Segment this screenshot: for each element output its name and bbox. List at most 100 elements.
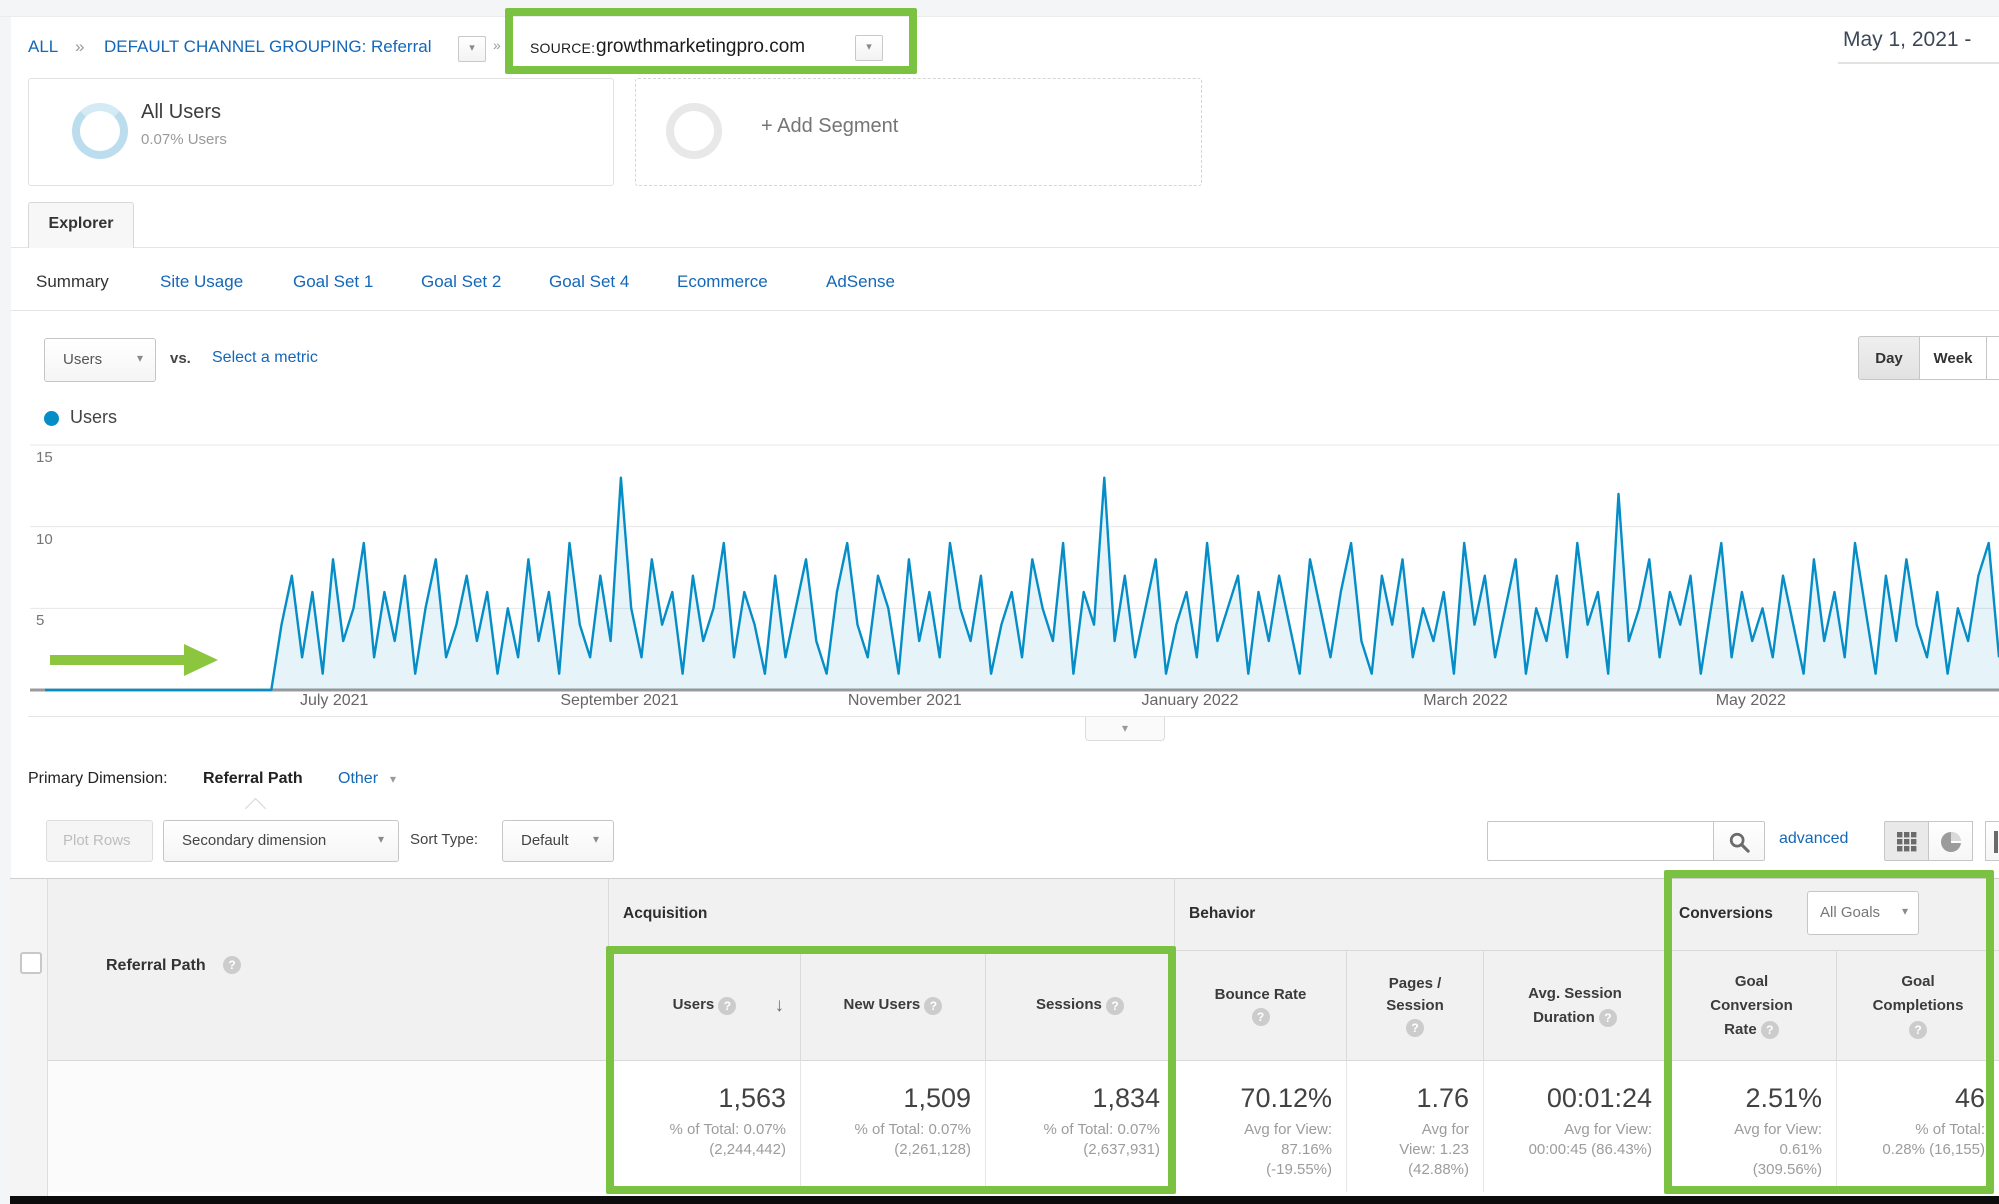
source-dropdown-button[interactable]: ▾ xyxy=(855,35,883,61)
chart-collapse-button[interactable]: ▾ xyxy=(1085,717,1165,741)
search-icon xyxy=(1728,831,1750,853)
tab-site-usage[interactable]: Site Usage xyxy=(160,272,243,292)
goal-completions-header-label: Goal Completions xyxy=(1873,973,1964,1014)
bounce-rate-subtext: Avg for View: xyxy=(1244,1121,1332,1138)
breadcrumb: ALL » DEFAULT CHANNEL GROUPING: Referral… xyxy=(0,24,1999,74)
pages-session-subtext-2: View: 1.23 xyxy=(1399,1141,1469,1158)
row-checkbox[interactable] xyxy=(20,952,42,974)
primary-dimension-active[interactable]: Referral Path xyxy=(203,770,303,788)
new-users-header-label: New Users xyxy=(844,996,921,1013)
granularity-month-button-cut[interactable] xyxy=(1986,336,1999,380)
x-tick-label: November 2021 xyxy=(825,692,985,710)
secondary-dimension-dropdown[interactable]: Secondary dimension ▾ xyxy=(163,820,399,862)
column-header-referral-path[interactable]: Referral Path ? xyxy=(48,878,608,1060)
cell-bounce-rate: 70.12% Avg for View:87.16%(-19.55%) xyxy=(1174,1060,1346,1192)
advanced-search-link[interactable]: advanced xyxy=(1779,830,1848,848)
granularity-day-button[interactable]: Day xyxy=(1858,336,1920,380)
x-tick-label: July 2021 xyxy=(254,692,414,710)
tab-goal-set-4[interactable]: Goal Set 4 xyxy=(549,272,629,292)
help-icon[interactable]: ? xyxy=(1599,1009,1617,1027)
pages-session-subtext-3: (42.88%) xyxy=(1408,1161,1469,1178)
column-header-avg-session-duration[interactable]: Avg. Session Duration ? xyxy=(1483,950,1666,1060)
column-header-new-users[interactable]: New Users ? xyxy=(800,950,985,1060)
column-header-goal-completions[interactable]: Goal Completions? xyxy=(1836,950,1999,1060)
y-tick-label: 15 xyxy=(36,449,53,466)
column-header-goal-conversion-rate[interactable]: Goal Conversion Rate ? xyxy=(1666,950,1836,1060)
add-segment-card[interactable]: + Add Segment xyxy=(635,78,1202,186)
users-header-label: Users xyxy=(673,996,715,1013)
new-users-value: 1,509 xyxy=(801,1083,971,1114)
granularity-day-label: Day xyxy=(1875,350,1903,367)
view-performance-button-cut[interactable] xyxy=(1985,821,1999,861)
segment-card-all-users[interactable]: All Users 0.07% Users xyxy=(28,78,614,186)
tab-ecommerce[interactable]: Ecommerce xyxy=(677,272,768,292)
channel-dropdown-button[interactable]: ▾ xyxy=(458,36,486,62)
bounce-rate-header-label: Bounce Rate xyxy=(1215,986,1307,1003)
cell-goal-completions: 46 % of Total:0.28% (16,155) xyxy=(1836,1060,1999,1192)
help-icon[interactable]: ? xyxy=(1909,1021,1927,1039)
group-header-acquisition: Acquisition xyxy=(608,878,1174,950)
goal-completions-subtext: % of Total: xyxy=(1915,1121,1985,1138)
sessions-subtext: % of Total: 0.07% xyxy=(1044,1121,1160,1138)
new-users-subtext: % of Total: 0.07% xyxy=(855,1121,971,1138)
column-header-sessions[interactable]: Sessions ? xyxy=(985,950,1174,1060)
help-icon[interactable]: ? xyxy=(223,956,241,974)
tab-goal-set-1[interactable]: Goal Set 1 xyxy=(293,272,373,292)
avg-session-duration-subtext: Avg for View: xyxy=(1564,1121,1652,1138)
tab-goal-set-2[interactable]: Goal Set 2 xyxy=(421,272,501,292)
breadcrumb-separator-2: » xyxy=(493,37,501,53)
acquisition-group-label: Acquisition xyxy=(623,905,707,923)
other-caret-icon: ▾ xyxy=(390,772,396,786)
breadcrumb-channel-link[interactable]: DEFAULT CHANNEL GROUPING: Referral xyxy=(104,37,431,57)
users-line-chart[interactable] xyxy=(0,440,1999,700)
column-header-bounce-rate[interactable]: Bounce Rate? xyxy=(1174,950,1346,1060)
cell-referral-path xyxy=(48,1060,608,1192)
users-value: 1,563 xyxy=(609,1083,786,1114)
sort-type-dropdown[interactable]: Default ▾ xyxy=(502,820,614,862)
report-tabs: Summary Site Usage Goal Set 1 Goal Set 2… xyxy=(0,262,1999,310)
goal-completions-value: 46 xyxy=(1837,1083,1985,1114)
help-icon[interactable]: ? xyxy=(1252,1008,1270,1026)
select-a-metric-link[interactable]: Select a metric xyxy=(212,349,318,367)
column-header-users[interactable]: Users ? ↓ xyxy=(608,950,800,1060)
plot-rows-label: Plot Rows xyxy=(63,832,131,849)
avg-session-duration-value: 00:01:24 xyxy=(1484,1083,1652,1114)
pie-view-icon xyxy=(1940,831,1962,853)
breadcrumb-separator: » xyxy=(75,37,84,57)
plot-rows-button[interactable]: Plot Rows xyxy=(46,820,153,862)
sessions-subtext-2: (2,637,931) xyxy=(1083,1141,1160,1158)
primary-dimension-other[interactable]: Other xyxy=(338,770,378,788)
help-icon[interactable]: ? xyxy=(1406,1019,1424,1037)
cell-pages-session: 1.76 Avg forView: 1.23(42.88%) xyxy=(1346,1060,1483,1192)
breadcrumb-all-link[interactable]: ALL xyxy=(28,37,58,57)
cell-avg-session-duration: 00:01:24 Avg for View:00:00:45 (86.43%) xyxy=(1483,1060,1666,1192)
sort-type-label: Sort Type: xyxy=(410,831,478,848)
help-icon[interactable]: ? xyxy=(718,997,736,1015)
help-icon[interactable]: ? xyxy=(924,997,942,1015)
search-button[interactable] xyxy=(1713,821,1765,861)
granularity-week-button[interactable]: Week xyxy=(1919,336,1987,380)
help-icon[interactable]: ? xyxy=(1761,1021,1779,1039)
help-icon[interactable]: ? xyxy=(1106,997,1124,1015)
tab-summary[interactable]: Summary xyxy=(36,272,109,292)
ga-report-page: ALL » DEFAULT CHANNEL GROUPING: Referral… xyxy=(0,0,1999,1204)
metric-select-dropdown[interactable]: Users ▾ xyxy=(44,338,156,382)
caret-down-icon: ▾ xyxy=(378,832,384,846)
new-users-subtext-2: (2,261,128) xyxy=(894,1141,971,1158)
users-subtext-2: (2,244,442) xyxy=(709,1141,786,1158)
green-arrow-annotation xyxy=(50,644,218,676)
view-table-button[interactable] xyxy=(1884,821,1929,861)
legend-label: Users xyxy=(70,407,117,428)
column-header-pages-session[interactable]: Pages / Session? xyxy=(1346,950,1483,1060)
bars-view-icon xyxy=(1994,831,1999,853)
report-tabs-baseline xyxy=(11,310,1999,311)
view-percentage-button[interactable] xyxy=(1928,821,1973,861)
tab-adsense[interactable]: AdSense xyxy=(826,272,895,292)
chart-bottom-separator xyxy=(28,716,1999,717)
tab-explorer[interactable]: Explorer xyxy=(28,202,134,248)
all-goals-dropdown[interactable]: All Goals ▾ xyxy=(1807,891,1919,935)
group-header-behavior: Behavior xyxy=(1174,878,1666,950)
date-range-selector[interactable]: May 1, 2021 - xyxy=(1843,28,1999,62)
x-tick-label: May 2022 xyxy=(1671,692,1831,710)
table-search-input[interactable] xyxy=(1487,821,1713,861)
